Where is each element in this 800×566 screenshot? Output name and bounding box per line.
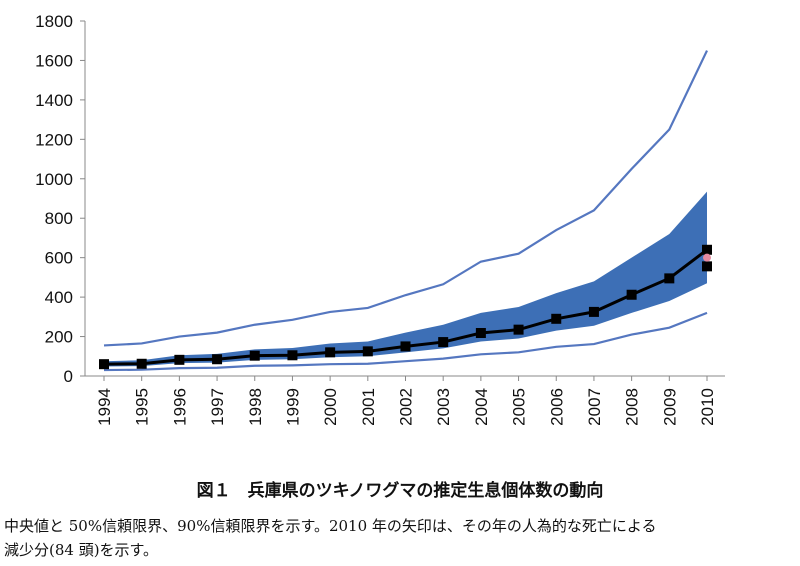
y-tick-label: 0	[64, 367, 73, 386]
x-tick-label: 2009	[660, 388, 679, 426]
y-tick-label: 800	[45, 209, 73, 228]
x-tick-label: 2005	[510, 388, 529, 426]
x-tick-label: 2004	[472, 388, 491, 426]
marker-2010-point	[703, 253, 711, 262]
median-point	[400, 341, 411, 352]
x-tick-label: 2000	[321, 388, 340, 426]
x-tick-label: 1998	[246, 388, 265, 426]
y-tick-label: 1600	[35, 51, 73, 70]
median-point	[362, 346, 373, 357]
y-tick-label: 1200	[35, 130, 73, 149]
figure-note-line-1: 中央値と 50%信頼限界、90%信頼限界を示す。2010 年の矢印は、その年の人…	[4, 517, 657, 535]
median-point	[626, 289, 637, 300]
ci50-band	[104, 191, 707, 367]
x-tick-label: 1997	[208, 388, 227, 426]
median-point	[702, 244, 712, 255]
x-tick-label: 1994	[95, 388, 114, 426]
adjusted-2010-point	[702, 261, 712, 272]
median-point	[438, 337, 449, 348]
y-tick-label: 1400	[35, 91, 73, 110]
x-tick-label: 1999	[283, 388, 302, 426]
median-point	[588, 306, 599, 317]
y-tick-label: 400	[45, 288, 73, 307]
median-point	[325, 347, 336, 358]
median-point	[249, 350, 260, 361]
x-tick-label: 2010	[698, 388, 717, 426]
ci90-lower-line	[103, 311, 708, 372]
median-point	[664, 273, 675, 284]
x-tick-label: 2008	[623, 388, 642, 426]
x-tick-label: 2006	[547, 388, 566, 426]
median-point	[136, 358, 147, 369]
median-point	[174, 354, 185, 365]
x-tick-label: 2007	[585, 388, 604, 426]
x-tick-label: 1995	[133, 388, 152, 426]
median-point	[513, 324, 524, 335]
ci90-upper-line	[103, 50, 708, 347]
median-point	[551, 313, 562, 324]
population-chart: 0 200 400 600 800 1000 1200 1400 1600 1800 1994 199…	[35, 12, 725, 426]
x-tick-label: 2003	[434, 388, 453, 426]
x-tick-label: 2001	[359, 388, 378, 426]
median-point	[99, 359, 109, 370]
x-tick-label: 1996	[170, 388, 189, 426]
figure-caption: 図１ 兵庫県のツキノワグマの推定生息個体数の動向	[196, 481, 604, 501]
median-point	[287, 350, 298, 361]
y-tick-label: 1800	[35, 12, 73, 31]
y-tick-label: 200	[45, 328, 73, 347]
y-tick-label: 1000	[35, 170, 73, 189]
x-tick-label: 2002	[397, 388, 416, 426]
median-point	[475, 328, 486, 339]
figure-note-line-2: 減少分(84 頭)を示す。	[4, 541, 159, 559]
median-point	[212, 354, 223, 365]
y-tick-label: 600	[45, 249, 73, 268]
